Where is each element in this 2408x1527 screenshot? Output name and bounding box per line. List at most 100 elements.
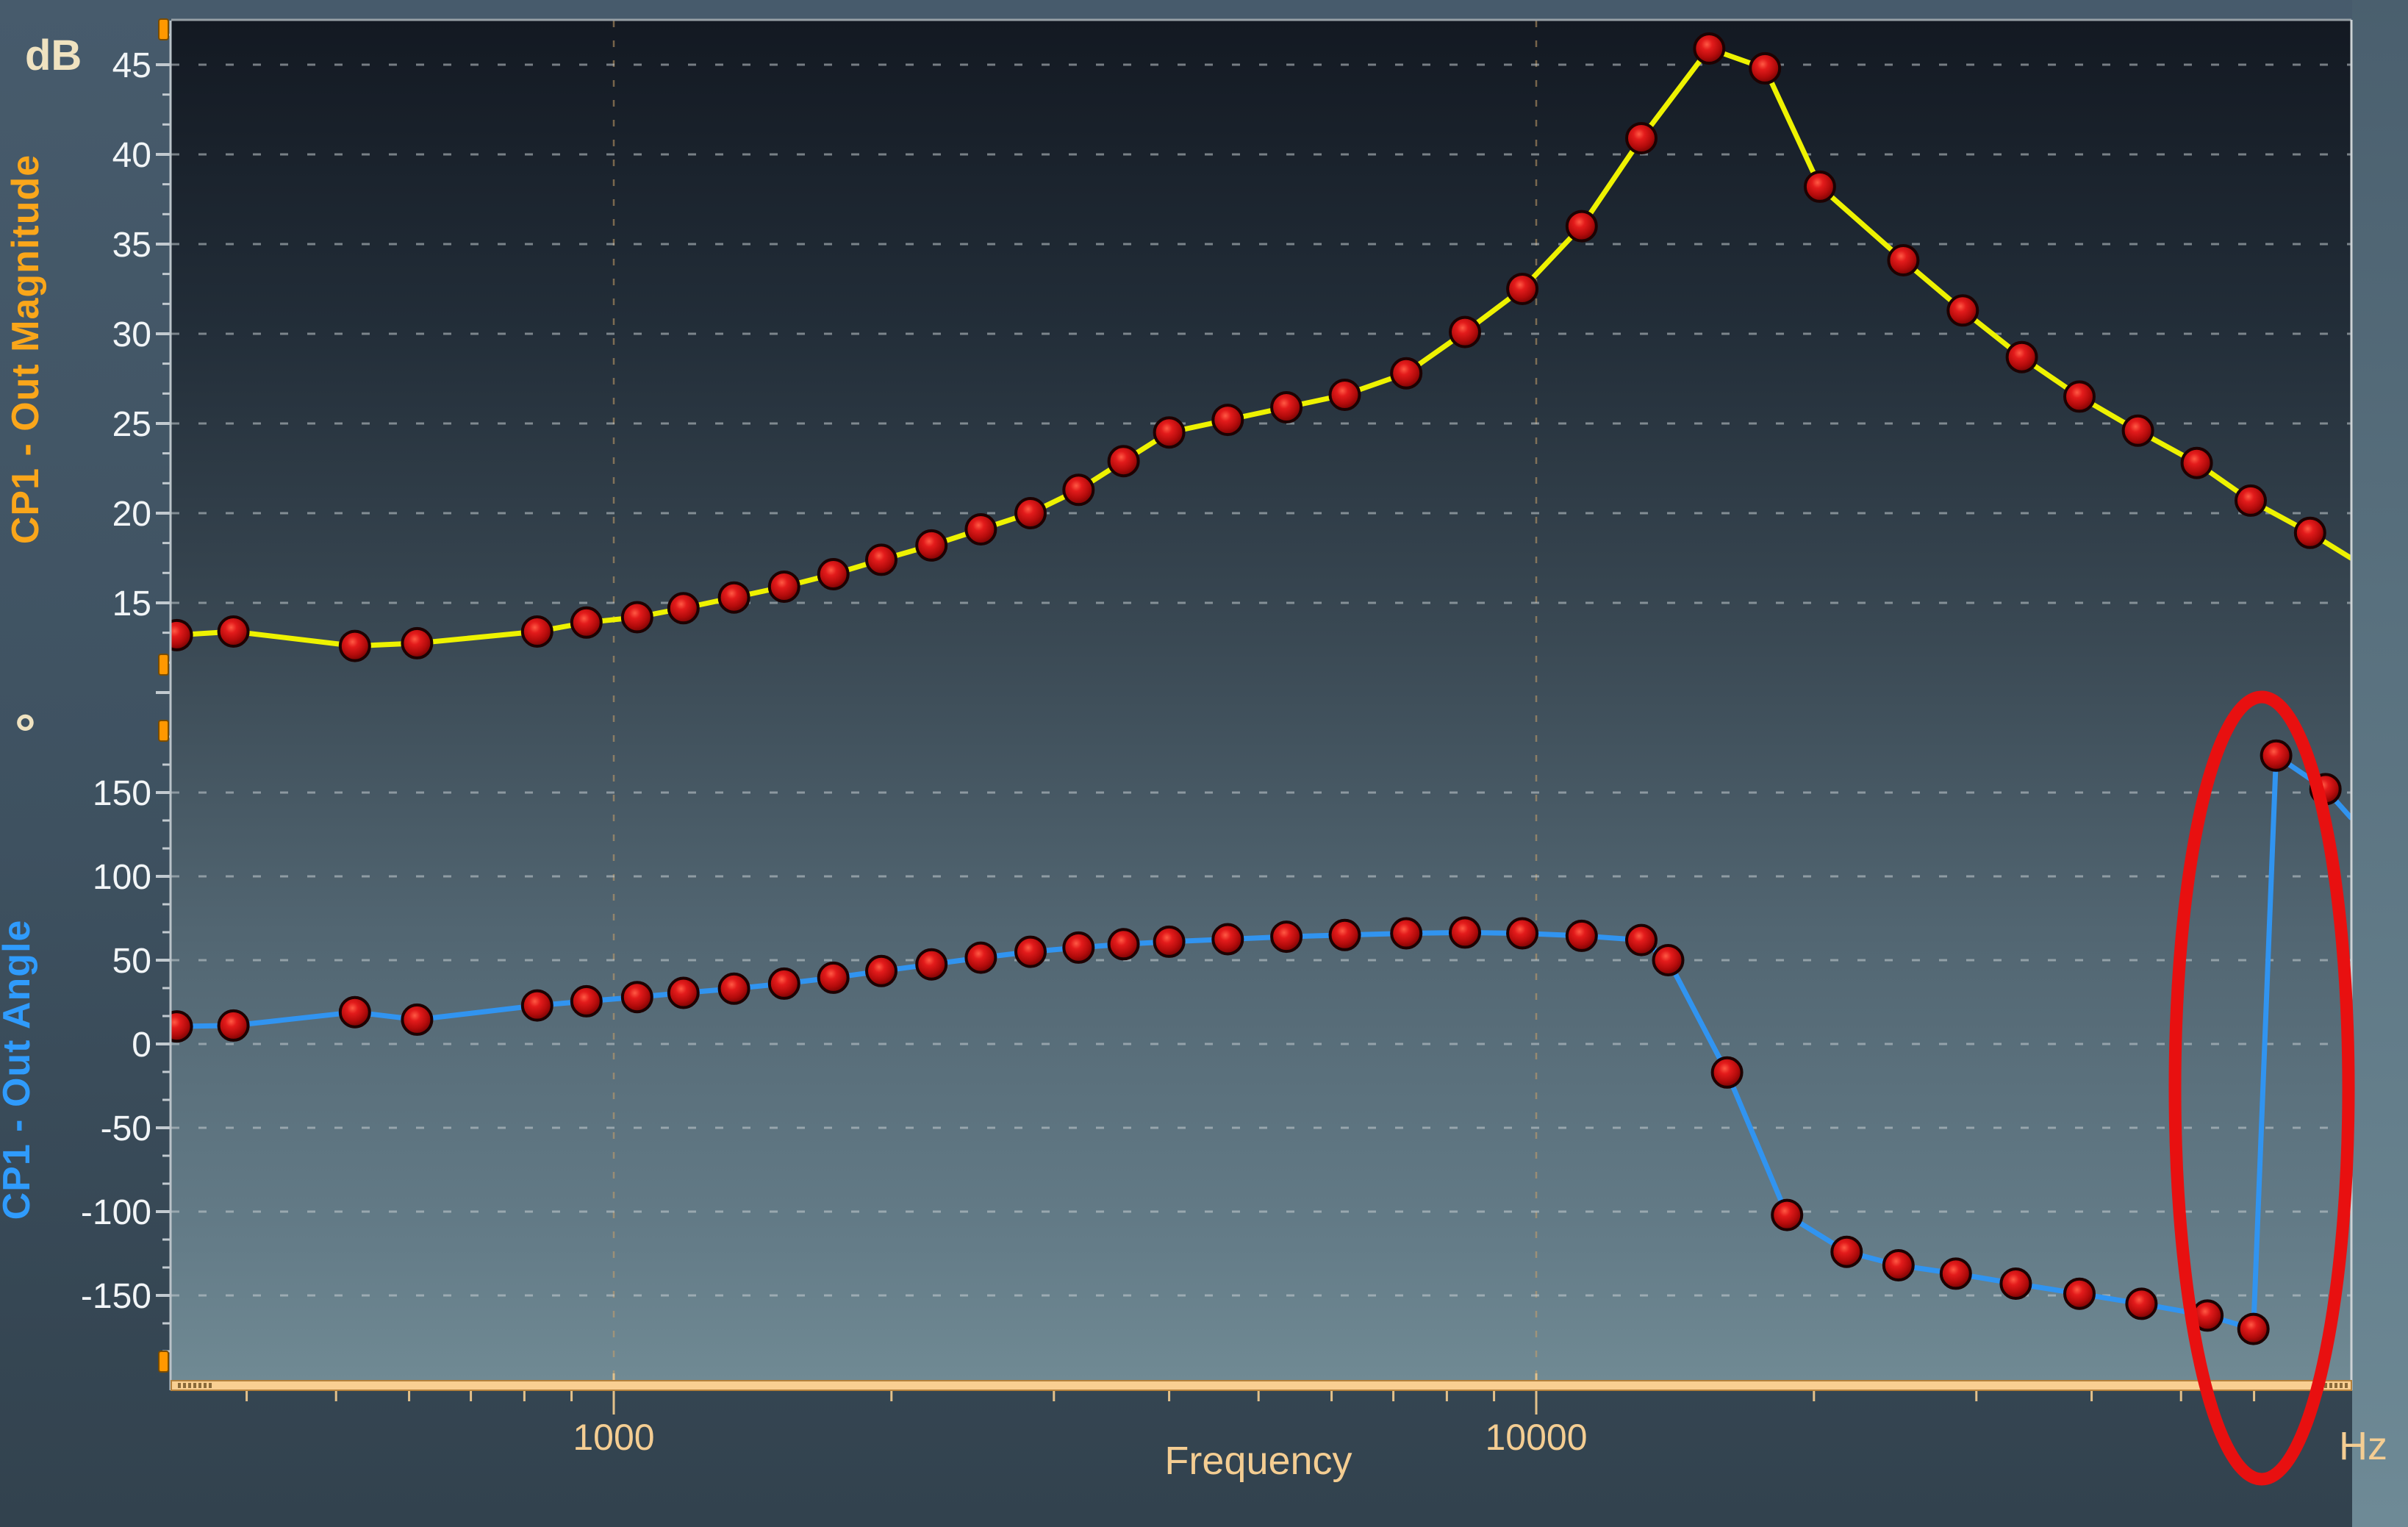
magnitude-data-point xyxy=(1803,170,1836,203)
scrollbar-grip[interactable] xyxy=(188,1383,191,1388)
magnitude-data-point xyxy=(1328,379,1361,411)
decade-gridlines xyxy=(612,21,1538,1381)
angle-tick-label: 150 xyxy=(93,774,151,813)
magnitude-data-point xyxy=(2235,484,2267,517)
magnitude-data-point xyxy=(667,592,700,625)
angle-data-point xyxy=(1652,944,1685,976)
magnitude-data-point xyxy=(817,558,850,590)
angle-data-point xyxy=(520,989,553,1022)
magnitude-data-point xyxy=(620,601,653,634)
angle-gridlines xyxy=(171,791,2351,1297)
angle-tick-label: -150 xyxy=(81,1277,151,1316)
magnitude-data-point xyxy=(1270,391,1303,423)
magnitude-gridlines xyxy=(171,63,2351,604)
magnitude-tick-labels: 45 40 35 30 25 20 15 xyxy=(112,46,151,623)
scrollbar-grip[interactable] xyxy=(2345,1383,2348,1388)
angle-data-point xyxy=(767,967,800,1000)
angle-tick-label: 100 xyxy=(93,858,151,897)
magnitude-data-point xyxy=(1749,51,1782,85)
mag-tick-label: 15 xyxy=(112,584,151,623)
mag-tick-label: 20 xyxy=(112,495,151,534)
magnitude-data-point xyxy=(2005,340,2038,373)
magnitude-data-point xyxy=(964,513,997,546)
angle-data-point xyxy=(401,1003,434,1036)
angle-data-point xyxy=(1449,916,1481,949)
scrollbar-grip[interactable] xyxy=(2340,1383,2343,1388)
angle-data-point xyxy=(1565,919,1598,952)
axis-splitter-handle[interactable] xyxy=(158,720,169,742)
mag-tick-label: 45 xyxy=(112,46,151,85)
angle-data-point xyxy=(1107,928,1140,961)
magnitude-data-point xyxy=(217,615,250,648)
angle-data-point xyxy=(1270,920,1303,954)
scrollbar-grip[interactable] xyxy=(209,1383,212,1388)
mag-tick-label: 30 xyxy=(112,315,151,354)
angle-data-point xyxy=(2260,739,2293,772)
angle-data-point xyxy=(817,961,850,994)
angle-data-point xyxy=(865,954,897,987)
scrollbar-grip[interactable] xyxy=(193,1383,196,1388)
angle-data-point xyxy=(2063,1277,2096,1310)
magnitude-data-point xyxy=(1693,32,1726,65)
axis-splitter-handle[interactable] xyxy=(158,1351,169,1373)
magnitude-data-point xyxy=(338,629,371,662)
magnitude-data-point xyxy=(1107,445,1140,478)
magnitude-data-point xyxy=(2063,380,2096,413)
angle-data-point xyxy=(1830,1235,1863,1268)
angle-tick-label: 0 xyxy=(132,1026,151,1065)
scrollbar-grip[interactable] xyxy=(198,1383,201,1388)
magnitude-data-point xyxy=(767,571,800,603)
angle-data-point xyxy=(1211,923,1244,956)
magnitude-data-point xyxy=(1887,244,1920,276)
magnitude-data-point xyxy=(1625,122,1658,154)
mag-tick-label: 25 xyxy=(112,405,151,444)
plot-area-background xyxy=(171,21,2351,1382)
angle-line xyxy=(174,753,2351,1332)
magnitude-data-point xyxy=(2121,414,2154,447)
angle-data-point xyxy=(1153,925,1186,958)
magnitude-data-point xyxy=(2293,516,2326,549)
frequency-axis-title: Frequency xyxy=(1164,1439,1352,1483)
traces xyxy=(171,32,2351,1345)
magnitude-data-point xyxy=(401,626,434,659)
angle-axis-title: CP1 - Out Angle xyxy=(0,920,38,1220)
y-axis-ticks xyxy=(156,33,171,1353)
magnitude-data-point xyxy=(915,529,948,562)
x-major-tick-label: 10000 xyxy=(1485,1417,1587,1458)
x-axis-scrollbar[interactable] xyxy=(171,1380,2352,1391)
angle-data-point xyxy=(570,984,603,1018)
axis-splitter-handle[interactable] xyxy=(158,654,169,676)
angle-data-point xyxy=(1710,1056,1744,1089)
angle-data-point xyxy=(620,981,653,1014)
angle-tick-label: 50 xyxy=(112,942,151,981)
angle-data-point xyxy=(964,941,997,974)
magnitude-data-point xyxy=(1449,315,1481,348)
scrollbar-grip[interactable] xyxy=(204,1383,207,1388)
scrollbar-grip[interactable] xyxy=(2334,1383,2337,1388)
scrollbar-grip[interactable] xyxy=(2329,1383,2332,1388)
magnitude-data-point xyxy=(520,615,553,648)
angle-data-point xyxy=(1506,917,1539,950)
magnitude-data-point xyxy=(1946,294,1979,327)
red-annotation-ellipse xyxy=(2168,690,2355,1486)
axis-splitter-handles[interactable] xyxy=(158,18,169,1373)
magnitude-data-point xyxy=(717,581,750,614)
angle-data-point xyxy=(915,948,948,981)
angle-tick-label: -100 xyxy=(81,1193,151,1232)
angle-data-point xyxy=(717,972,750,1005)
angle-data-point xyxy=(1939,1257,1972,1290)
scrollbar-grip[interactable] xyxy=(178,1383,181,1388)
x-axis-tick-labels: 1000 10000 xyxy=(573,1417,1587,1458)
magnitude-data-point xyxy=(1014,497,1047,529)
scrollbar-grip[interactable] xyxy=(2324,1383,2327,1388)
magnitude-axis-title: CP1 - Out Magnitude xyxy=(4,154,47,544)
angle-data-point xyxy=(1771,1198,1804,1231)
magnitude-data-point xyxy=(2180,446,2213,479)
angle-data-point xyxy=(217,1009,250,1042)
angle-data-point xyxy=(1999,1267,2032,1300)
scrollbar-grip[interactable] xyxy=(183,1383,186,1388)
axis-splitter-handle[interactable] xyxy=(158,18,169,40)
mag-tick-label: 40 xyxy=(112,136,151,175)
angle-data-point xyxy=(338,995,371,1029)
